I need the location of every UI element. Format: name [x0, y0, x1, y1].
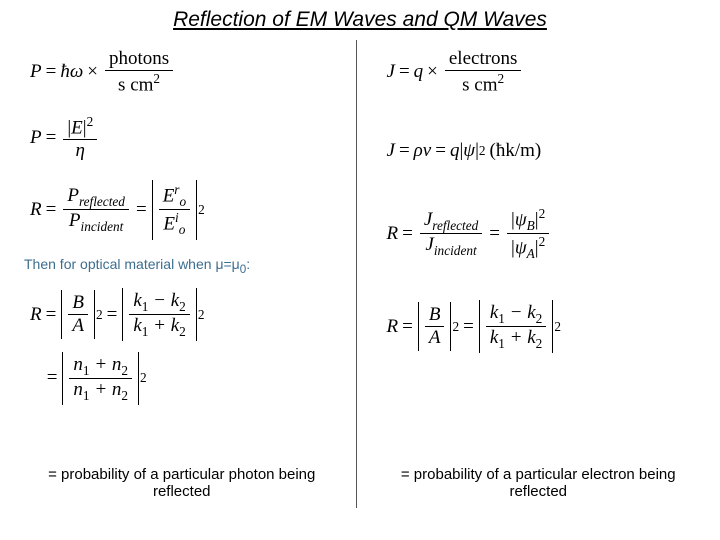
qm-waves-column: J= q× electrons s cm2 J= ρv= q |ψ|2 (ħk/…: [356, 40, 701, 508]
caption-right: = probability of a particular electron b…: [377, 466, 701, 500]
em-waves-column: P= ħω× photons s cm2 P= |E|2 η R= Prefle…: [20, 40, 356, 508]
optical-note: Then for optical material when μ=μ0:: [24, 256, 344, 276]
two-column-layout: P= ħω× photons s cm2 P= |E|2 η R= Prefle…: [0, 32, 720, 508]
page-title: Reflection of EM Waves and QM Waves: [0, 0, 720, 32]
eq-right-1: J= q× electrons s cm2: [387, 48, 701, 96]
eq-left-5: R= n1 + n2 n1 + n2 2: [30, 352, 344, 405]
eq-left-3: R= Preflected Pincident = Ero Eio 2: [30, 180, 344, 240]
eq-left-2: P= |E|2 η: [30, 114, 344, 162]
eq-left-4: R= B A 2 = k1 − k2 k1 + k2 2: [30, 288, 344, 342]
eq-right-2: J= ρv= q |ψ|2 (ħk/m): [387, 128, 701, 174]
eq-left-1: P= ħω× photons s cm2: [30, 48, 344, 96]
eq-right-4: R= B A 2 = k1 − k2 k1 + k2 2: [387, 300, 701, 354]
caption-left: = probability of a particular photon bei…: [20, 466, 344, 500]
eq-right-3: R= Jreflected Jincident = |ψB|2 |ψA|2: [387, 206, 701, 262]
